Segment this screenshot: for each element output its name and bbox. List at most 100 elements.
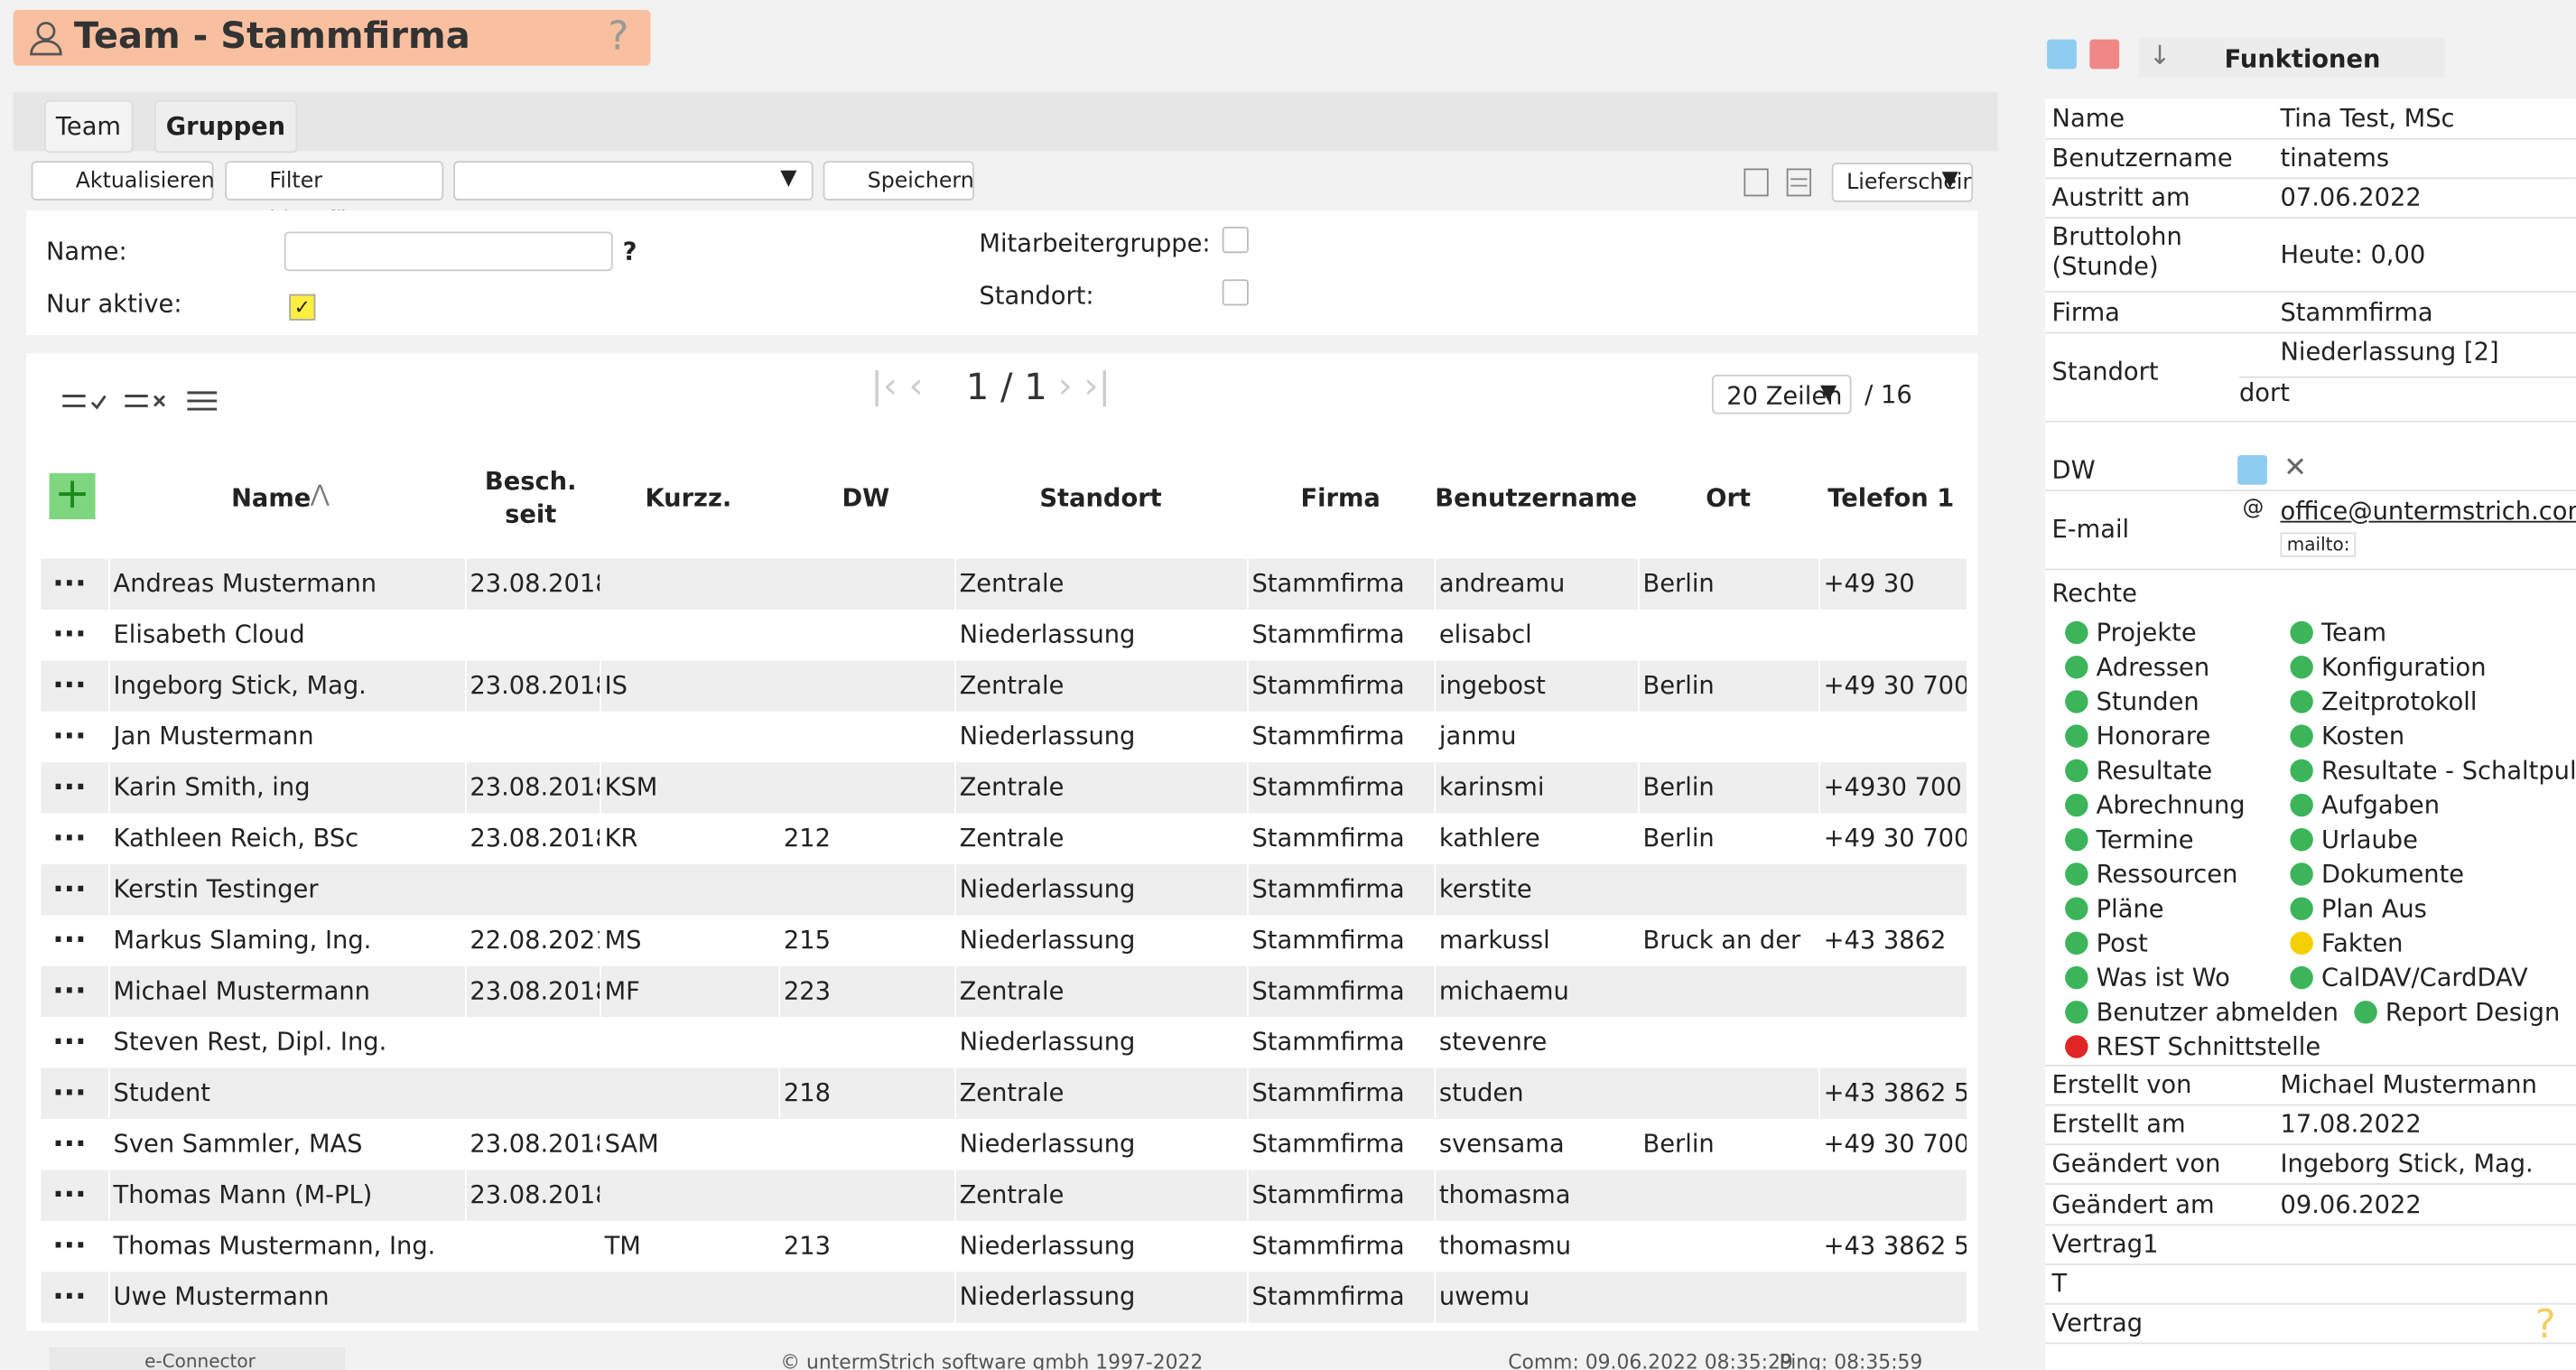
row-menu[interactable]: ··· [52,566,87,601]
row-menu[interactable]: ··· [52,719,87,755]
row-menu[interactable]: ··· [52,1228,87,1264]
checkbox[interactable] [1222,227,1249,254]
pager-next-last[interactable]: › ›| [1057,366,1111,408]
row-menu[interactable]: ··· [52,668,87,704]
row-menu[interactable]: ··· [52,1178,87,1213]
table-cell: KR [600,813,778,865]
table-row[interactable]: ··· Andreas Mustermann 23.08.2018 Zentrale S… [41,558,1967,610]
refresh-button[interactable]: Aktualisieren [31,161,215,200]
right-label: Pläne [2096,893,2164,924]
table-row[interactable]: ··· Uwe Mustermann Niederlassung Stammfirma… [41,1272,1967,1323]
filter-label: Nur aktive: [45,289,182,319]
dropdown-arrow: ▼ [1941,167,1958,192]
table-cell: 22.08.2021 [464,915,600,966]
separator [2045,137,2576,140]
column-header[interactable]: Standort [1039,482,1162,513]
row-menu[interactable]: ··· [52,821,87,856]
column-header[interactable]: Benutzername [1435,482,1638,513]
export-icons[interactable] [1742,166,1824,199]
table-cell: 23.08.2018 [464,660,600,712]
table-row[interactable]: ··· Sven Sammler, MAS 23.08.2018 SAM Niederl… [41,1119,1967,1170]
table-cell: Berlin [1638,762,1818,814]
rows-select[interactable]: 20 Zeilen [1711,374,1852,415]
tab-active[interactable]: Team [44,99,133,154]
table-cell: 23.08.2018 [464,1170,600,1221]
pager-first-prev[interactable]: |‹ ‹ [870,366,924,408]
row-menu[interactable]: ··· [52,770,87,806]
dw-icon[interactable] [2237,455,2267,485]
table-row[interactable]: ··· Kerstin Testinger Niederlassung Stammfi… [41,864,1967,916]
table-row[interactable]: ··· Steven Rest, Dipl. Ing. Niederlassung S… [41,1017,1967,1068]
field-label: T [2051,1268,2068,1299]
column-header[interactable]: Firma [1300,482,1381,513]
table-cell: karinsmi [1434,762,1638,814]
list-tools[interactable] [62,387,227,419]
name-input[interactable] [284,231,613,272]
checkbox-checked[interactable]: ✓ [289,294,316,321]
tab[interactable]: Gruppen [154,99,297,154]
clear-icon[interactable]: ✕ [2283,452,2308,485]
table-row[interactable]: ··· Student 218 Zentrale Stammfirma studen +43… [41,1067,1967,1120]
table-cell: Karin Smith, ing [108,762,465,814]
column-header[interactable]: Kurzz. [645,482,732,513]
table-row[interactable]: ··· Karin Smith, ing 23.08.2018 KSM Zentrale… [41,762,1967,814]
add-button[interactable]: + [49,473,96,519]
table-cell: Niederlassung [954,915,1247,966]
table-row[interactable]: ··· Kathleen Reich, BSc 23.08.2018 KR 212 Zen… [41,813,1967,865]
table-row[interactable]: ··· Thomas Mustermann, Ing. TM 213 Niederlas… [41,1220,1967,1272]
table-row[interactable]: ··· Elisabeth Cloud Niederlassung Stammfirm… [41,610,1967,661]
table-row[interactable]: ··· Thomas Mann (M-PL) 23.08.2018 Zentrale S… [41,1170,1967,1221]
row-menu[interactable]: ··· [52,872,87,908]
row-menu[interactable]: ··· [52,974,87,1010]
row-menu[interactable]: ··· [52,618,87,653]
row-menu[interactable]: ··· [52,1280,87,1315]
separator [2045,177,2576,180]
select-icon[interactable] [2047,39,2077,70]
row-menu[interactable]: ··· [52,923,87,958]
checkbox[interactable] [1222,279,1249,306]
report-select[interactable]: Lieferschein [1831,163,1974,202]
table-cell: Zentrale [954,762,1247,814]
field-label: DW [2051,455,2096,485]
user-icon [30,22,62,56]
sort-icon[interactable]: ⋀ [310,481,330,508]
right-status [2065,759,2088,783]
table-cell: 23.08.2018 [464,813,600,865]
column-header[interactable]: Besch. seit [484,466,577,529]
separator [2045,331,2576,334]
table-cell: 213 [778,1220,954,1272]
row-menu[interactable]: ··· [52,1076,87,1111]
row-menu[interactable]: ··· [52,1025,87,1060]
right-label: Urlaube [2320,825,2418,855]
right-label: Report Design [2385,997,2561,1028]
header: Team - Stammfirma ? [13,9,651,66]
table-row[interactable]: ··· Jan Mustermann Niederlassung Stammfirma… [41,711,1967,763]
column-header[interactable]: DW [842,482,890,513]
table-row[interactable]: ··· Michael Mustermann 23.08.2018 MF 223 Zent… [41,965,1967,1018]
separator [2045,1302,2576,1305]
remove-icon[interactable] [2089,39,2120,70]
right-status [2065,724,2088,748]
right-status [2065,828,2088,852]
column-header[interactable]: Ort [1706,482,1751,513]
tab-bar [13,91,1998,152]
filter-button[interactable]: Filter hinzufügen [225,161,444,233]
column-header[interactable]: Name [231,482,312,513]
table-cell: studen [1434,1067,1638,1120]
right-label: Honorare [2096,721,2211,751]
down-icon[interactable]: ↓ [2148,39,2171,71]
field-label: Bruttolohn (Stunde) [2051,221,2182,282]
table-cell: Zentrale [954,1170,1247,1221]
table-cell: Niederlassung [954,1119,1247,1170]
save-button[interactable]: Speichern [823,161,974,200]
right-label: Ressourcen [2096,859,2238,890]
table-row[interactable]: ··· Markus Slaming, Ing. 22.08.2021 MS 215 Ni… [41,915,1967,966]
row-menu[interactable]: ··· [52,1127,87,1162]
help-icon[interactable]: ? [2534,1301,2556,1347]
filter-select[interactable] [453,161,814,200]
footer-ping: Ping: 08:35:59 [1779,1350,1923,1370]
column-header[interactable]: Telefon 1 [1827,482,1955,513]
table-row[interactable]: ··· Ingeborg Stick, Mag. 23.08.2018 IS Zentr… [41,660,1967,712]
right-status [2290,759,2313,783]
help-icon[interactable]: ? [608,13,629,60]
